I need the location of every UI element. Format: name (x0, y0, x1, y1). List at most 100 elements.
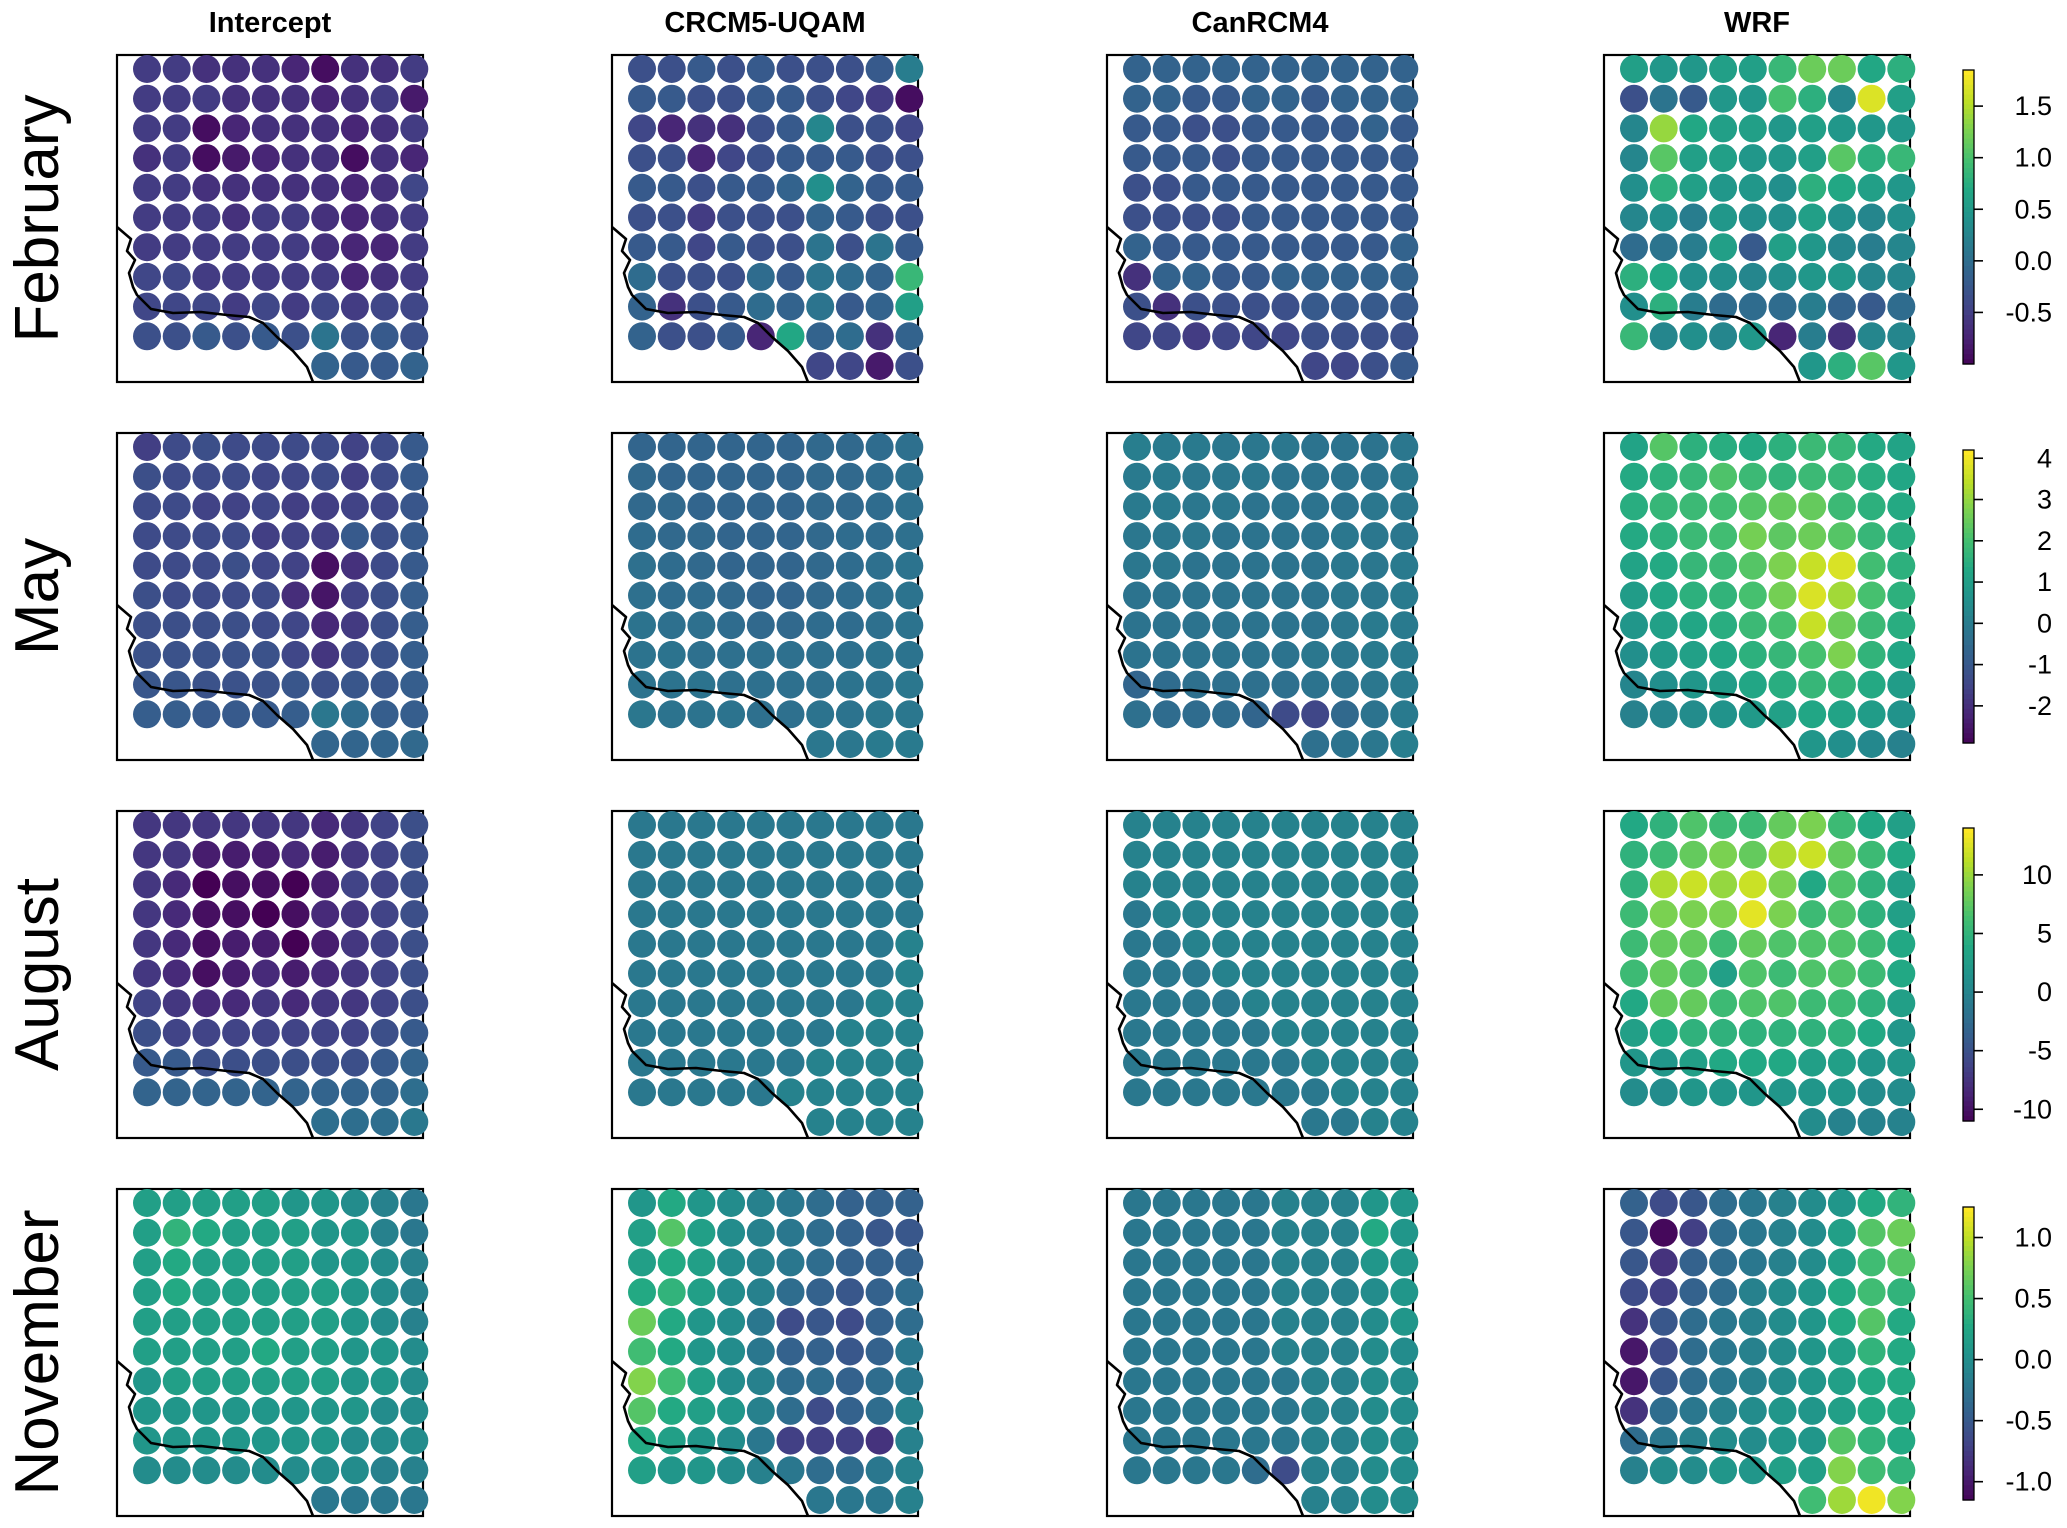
grid-point (717, 322, 746, 351)
grid-point (1709, 262, 1738, 291)
colorbar-segment (1963, 148, 1974, 154)
grid-point (746, 1367, 775, 1396)
grid-point (1887, 114, 1916, 143)
grid-point (1301, 233, 1330, 262)
grid-point (865, 640, 894, 669)
grid-point (340, 730, 369, 758)
grid-point (311, 640, 340, 669)
colorbar-segment (1963, 1033, 1974, 1039)
colorbar-segment (1963, 1377, 1974, 1384)
grid-point (1679, 114, 1708, 143)
grid-point (1301, 959, 1330, 988)
grid-point (1390, 870, 1419, 899)
grid-point (746, 144, 775, 173)
grid-point (1360, 203, 1389, 232)
colorbar-frame (1962, 1206, 1975, 1501)
grid-point (628, 1337, 656, 1366)
colorbar-segment (1963, 290, 1974, 296)
grid-point (1301, 1078, 1330, 1107)
colorbar-segment (1963, 305, 1974, 311)
colorbar-segment (1963, 1116, 1974, 1122)
grid-point (1679, 581, 1708, 610)
grid-point (687, 840, 716, 869)
colorbar-segment (1963, 354, 1974, 360)
grid-point (1709, 1337, 1738, 1366)
grid-point (865, 462, 894, 491)
grid-point (311, 840, 340, 869)
grid-point (865, 522, 894, 551)
grid-point (687, 1189, 716, 1217)
grid-point (657, 144, 686, 173)
grid-point (133, 1248, 161, 1277)
grid-point (1887, 173, 1916, 202)
grid-point (1887, 1018, 1916, 1047)
grid-point (1679, 900, 1708, 929)
colorbar-segment (1963, 114, 1974, 120)
colorbar-segment (1963, 950, 1974, 956)
grid-point (281, 144, 310, 173)
grid-point (1679, 840, 1708, 869)
grid-point (717, 492, 746, 521)
grid-point (1857, 1367, 1886, 1396)
grid-point (1390, 1048, 1419, 1077)
grid-point (806, 640, 835, 669)
colorbar-tick-label: -5 (2028, 1036, 2052, 1066)
grid-point (1857, 1189, 1886, 1217)
grid-point (1738, 1396, 1767, 1425)
grid-point (133, 1367, 161, 1396)
grid-point (717, 989, 746, 1018)
colorbar-segment (1963, 464, 1974, 471)
grid-point (1123, 144, 1151, 173)
colorbar-tick-label: 1.0 (2014, 1223, 2052, 1253)
grid-point (1123, 203, 1151, 232)
grid-point (192, 870, 221, 899)
grid-point (1330, 989, 1359, 1018)
colorbar-segment (1963, 138, 1974, 145)
grid-point (835, 84, 864, 113)
grid-point (657, 959, 686, 988)
grid-point (1768, 1189, 1797, 1217)
colorbar-segment (1963, 1216, 1974, 1223)
grid-point (1271, 433, 1300, 461)
grid-point (1390, 55, 1419, 83)
grid-point (1679, 811, 1708, 839)
grid-point (251, 233, 280, 262)
grid-point (628, 989, 656, 1018)
grid-point (1709, 492, 1738, 521)
grid-point (1123, 611, 1151, 640)
grid-point (1330, 262, 1359, 291)
grid-point (340, 262, 369, 291)
grid-point (628, 1307, 656, 1336)
grid-point (717, 55, 746, 83)
grid-point (1241, 1218, 1270, 1247)
grid-point (400, 262, 429, 291)
grid-point (1887, 1218, 1916, 1247)
grid-point (1649, 1456, 1678, 1485)
grid-point (1212, 292, 1241, 321)
grid-point (1182, 611, 1211, 640)
colorbar-segment (1963, 74, 1974, 81)
grid-point (717, 84, 746, 113)
grid-point (1182, 55, 1211, 83)
grid-point (222, 1367, 251, 1396)
grid-point (657, 203, 686, 232)
grid-point (281, 1048, 310, 1077)
grid-point (776, 959, 805, 988)
grid-point (687, 640, 716, 669)
grid-point (746, 173, 775, 202)
grid-point (835, 1337, 864, 1366)
grid-point (1390, 173, 1419, 202)
grid-point (1827, 900, 1856, 929)
colorbar-segment (1963, 542, 1974, 549)
grid-point (1301, 670, 1330, 699)
grid-point (370, 730, 399, 758)
grid-point (370, 352, 399, 380)
grid-point (1123, 433, 1151, 461)
grid-point (895, 581, 924, 610)
grid-point (1212, 1248, 1241, 1277)
grid-point (281, 203, 310, 232)
grid-point (1390, 700, 1419, 729)
grid-point (1798, 870, 1827, 899)
colorbar-segment (1963, 123, 1974, 130)
